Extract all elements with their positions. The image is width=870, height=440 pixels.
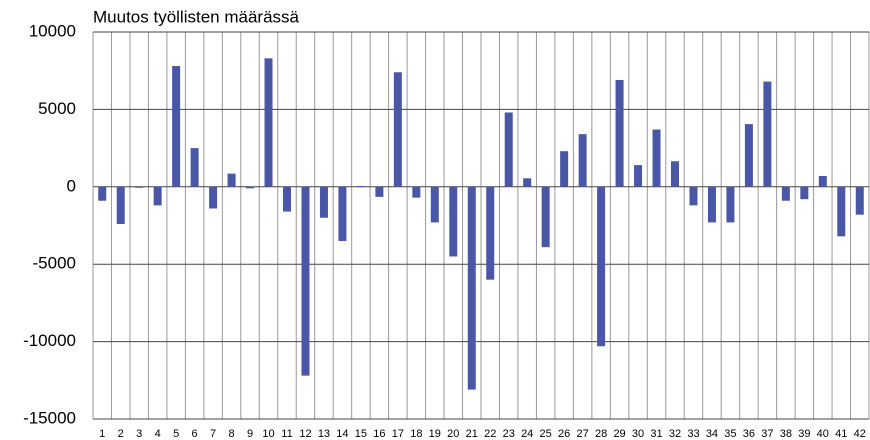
bar — [319, 186, 328, 218]
bar — [671, 161, 679, 187]
x-tick-label: 3 — [136, 428, 142, 440]
x-tick-label: 30 — [632, 428, 644, 440]
x-tick-label: 42 — [854, 428, 866, 440]
bar — [615, 79, 624, 187]
bar — [338, 186, 347, 241]
x-tick-label: 15 — [355, 428, 367, 440]
bar — [689, 186, 698, 206]
x-tick-label: 6 — [192, 428, 198, 440]
chart-title: Muutos työllisten määrässä — [93, 7, 300, 26]
bar — [153, 186, 162, 206]
bar — [430, 186, 439, 223]
y-tick-label: 5000 — [38, 99, 76, 118]
x-tick-label: 9 — [247, 428, 253, 440]
x-tick-label: 2 — [118, 428, 124, 440]
bar — [264, 58, 273, 187]
bar — [135, 186, 144, 188]
x-tick-label: 19 — [429, 428, 441, 440]
bar — [301, 186, 310, 376]
bar — [523, 178, 532, 187]
bar — [412, 186, 421, 198]
x-tick-label: 41 — [835, 428, 847, 440]
bar — [763, 81, 772, 187]
bar — [209, 186, 218, 209]
bar — [467, 186, 476, 390]
bar — [393, 72, 402, 187]
x-tick-label: 22 — [484, 428, 496, 440]
x-tick-label: 37 — [761, 428, 773, 440]
bar — [541, 186, 550, 248]
x-tick-label: 4 — [155, 428, 161, 440]
bar — [486, 186, 495, 280]
x-tick-label: 36 — [743, 428, 755, 440]
x-tick-label: 7 — [210, 428, 216, 440]
bar — [172, 66, 181, 187]
x-tick-label: 11 — [281, 428, 292, 440]
x-tick-label: 5 — [173, 428, 179, 440]
x-tick-label: 1 — [99, 428, 105, 440]
y-tick-label: -10000 — [23, 331, 76, 350]
x-tick-label: 40 — [817, 428, 829, 440]
x-tick-label: 17 — [392, 428, 404, 440]
bar — [283, 186, 291, 212]
x-tick-label: 29 — [613, 428, 625, 440]
bar — [597, 186, 606, 347]
y-tick-label: -5000 — [33, 254, 76, 273]
x-tick-label: 31 — [650, 428, 662, 440]
x-tick-label: 16 — [373, 428, 385, 440]
y-tick-label: 0 — [67, 176, 76, 195]
x-tick-label: 18 — [410, 428, 422, 440]
x-tick-label: 39 — [798, 428, 810, 440]
y-tick-label: -15000 — [23, 408, 76, 427]
x-tick-label: 27 — [576, 428, 588, 440]
bar — [837, 186, 846, 237]
bar — [855, 186, 864, 215]
bar — [190, 148, 199, 187]
bar — [356, 186, 365, 188]
x-tick-label: 28 — [595, 428, 607, 440]
bar — [504, 112, 513, 187]
y-tick-label: 10000 — [29, 21, 76, 40]
x-tick-label: 26 — [558, 428, 570, 440]
x-tick-label: 10 — [262, 428, 274, 440]
x-tick-label: 8 — [229, 428, 235, 440]
x-tick-label: 32 — [669, 428, 681, 440]
bar — [652, 129, 661, 187]
bar — [560, 151, 569, 187]
x-tick-label: 34 — [706, 428, 718, 440]
x-tick-label: 25 — [540, 428, 552, 440]
bar — [246, 186, 255, 189]
x-tick-label: 35 — [724, 428, 736, 440]
x-tick-label: 23 — [503, 428, 515, 440]
bar — [818, 175, 827, 187]
bar — [800, 186, 809, 200]
x-tick-label: 13 — [318, 428, 330, 440]
bar — [707, 186, 716, 223]
x-tick-label: 33 — [687, 428, 699, 440]
bar — [744, 124, 753, 187]
bar — [98, 186, 107, 201]
bar — [227, 173, 236, 187]
x-tick-label: 12 — [299, 428, 311, 440]
x-tick-label: 24 — [521, 428, 533, 440]
x-tick-label: 21 — [466, 428, 478, 440]
bar — [375, 186, 384, 197]
bar — [449, 186, 458, 257]
bar — [634, 165, 643, 187]
x-tick-label: 14 — [336, 428, 348, 440]
x-tick-label: 20 — [447, 428, 459, 440]
bar — [578, 134, 587, 187]
bar — [726, 186, 735, 223]
bar — [781, 186, 790, 201]
x-tick-label: 38 — [780, 428, 792, 440]
bar — [116, 186, 125, 224]
